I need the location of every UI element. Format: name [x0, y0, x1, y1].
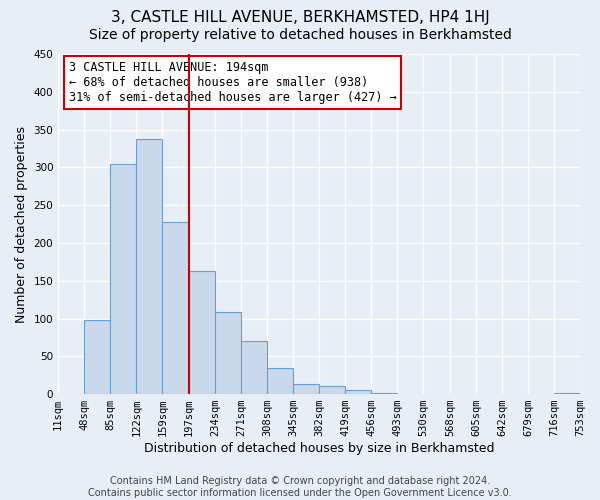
Bar: [345, 390, 371, 394]
Text: 3 CASTLE HILL AVENUE: 194sqm
← 68% of detached houses are smaller (938)
31% of s: 3 CASTLE HILL AVENUE: 194sqm ← 68% of de…: [68, 61, 397, 104]
Bar: [189, 271, 215, 394]
Bar: [162, 222, 189, 394]
Bar: [136, 138, 162, 394]
Bar: [319, 386, 345, 394]
Bar: [110, 164, 136, 394]
Bar: [241, 341, 267, 394]
Text: Contains HM Land Registry data © Crown copyright and database right 2024.
Contai: Contains HM Land Registry data © Crown c…: [88, 476, 512, 498]
Bar: [84, 320, 110, 394]
Text: Size of property relative to detached houses in Berkhamsted: Size of property relative to detached ho…: [89, 28, 511, 42]
X-axis label: Distribution of detached houses by size in Berkhamsted: Distribution of detached houses by size …: [144, 442, 494, 455]
Bar: [267, 368, 293, 394]
Text: 3, CASTLE HILL AVENUE, BERKHAMSTED, HP4 1HJ: 3, CASTLE HILL AVENUE, BERKHAMSTED, HP4 …: [110, 10, 490, 25]
Bar: [293, 384, 319, 394]
Bar: [371, 392, 397, 394]
Bar: [554, 392, 580, 394]
Bar: [215, 312, 241, 394]
Y-axis label: Number of detached properties: Number of detached properties: [15, 126, 28, 322]
